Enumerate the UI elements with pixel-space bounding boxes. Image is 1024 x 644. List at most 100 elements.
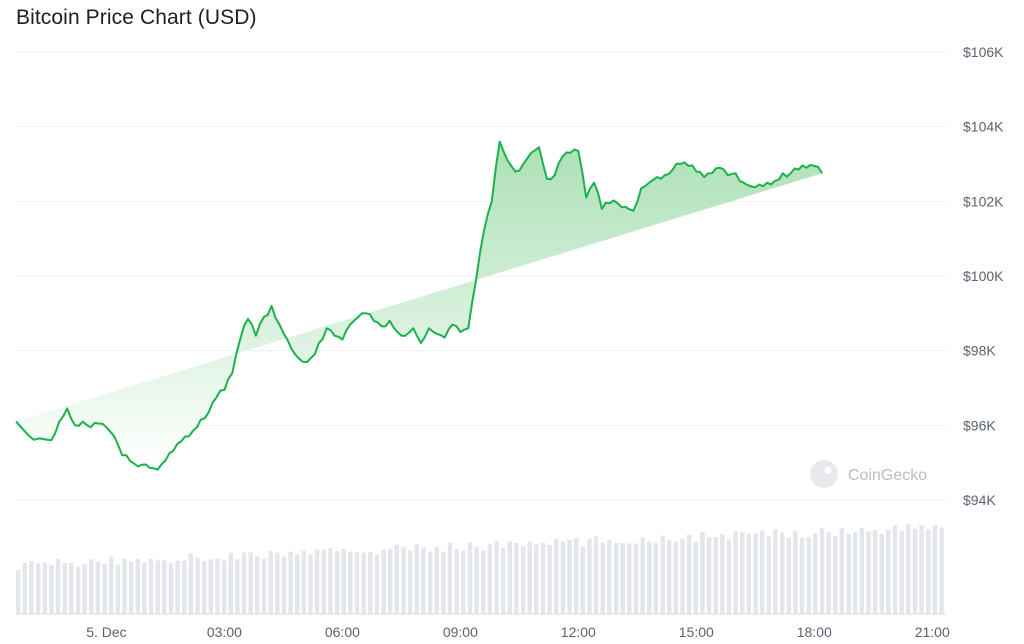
coingecko-watermark: CoinGecko [810, 460, 927, 488]
volume-bar [16, 570, 21, 614]
volume-bar [135, 559, 140, 614]
volume-bar [69, 562, 74, 614]
volume-bar [593, 536, 599, 614]
volume-bar [188, 553, 194, 614]
volume-bar [620, 543, 625, 614]
volume-bar [487, 544, 492, 614]
volume-bar [793, 531, 798, 614]
volume-bar [879, 534, 884, 614]
volume-bar [321, 549, 326, 614]
volume-bar [813, 533, 818, 614]
volume-bar [288, 551, 293, 614]
volume-bar [75, 566, 81, 614]
volume-bar [720, 534, 725, 614]
x-tick-label: 5. Dec [86, 624, 126, 640]
volume-bar [786, 537, 791, 614]
volume-bar [740, 532, 745, 614]
volume-bar [560, 541, 566, 614]
volume-bar [919, 524, 924, 614]
volume-bar [886, 529, 891, 614]
volume-bar [155, 560, 160, 614]
volume-bar [713, 537, 718, 614]
volume-bar [939, 527, 944, 614]
volume-bar [394, 544, 399, 614]
volume-bar [600, 542, 605, 614]
volume-bar [414, 544, 419, 614]
volume-bar [574, 538, 579, 614]
volume-bar [846, 533, 851, 614]
volume-bar [374, 554, 380, 614]
price-line[interactable] [15, 140, 823, 471]
volume-bar [454, 549, 459, 614]
volume-bar [627, 543, 632, 614]
volume-bar [833, 536, 838, 614]
volume-bar [706, 537, 712, 614]
volume-bar [308, 554, 313, 614]
gecko-icon [810, 460, 838, 488]
volume-bar [441, 552, 446, 614]
volume-bar [202, 560, 207, 614]
volume-bar [481, 550, 486, 614]
volume-bar [806, 537, 811, 614]
volume-bar [175, 560, 180, 614]
volume-bar [407, 550, 413, 614]
volume-bar [853, 532, 858, 614]
volume-bar [62, 563, 67, 614]
volume-bar [368, 552, 373, 614]
volume-bar [221, 560, 227, 614]
volume-bars [16, 524, 944, 614]
y-tick-label: $100K [963, 268, 1004, 284]
gecko-eye [824, 466, 832, 474]
volume-bar [235, 559, 240, 614]
volume-bar [461, 550, 466, 614]
volume-bar [95, 561, 101, 614]
volume-bar [295, 554, 300, 614]
volume-bar [733, 531, 738, 614]
volume-bar [892, 525, 898, 614]
volume-bar [142, 562, 147, 614]
volume-bar [55, 559, 61, 614]
y-tick-label: $96K [963, 417, 996, 433]
volume-bar [494, 540, 499, 614]
volume-bar [268, 551, 273, 614]
volume-bar [926, 529, 931, 614]
volume-bar [42, 562, 47, 614]
volume-bar [700, 532, 705, 614]
volume-bar [673, 541, 678, 614]
volume-bar [633, 543, 639, 614]
volume-bar [653, 543, 659, 614]
volume-bar [912, 528, 918, 614]
volume-bar [255, 556, 260, 614]
volume-bar [162, 560, 167, 614]
volume-bar [899, 530, 904, 614]
volume-bar [421, 547, 426, 614]
volume-bar [182, 560, 187, 614]
x-tick-label: 15:00 [679, 624, 714, 640]
volume-bar [401, 547, 406, 614]
volume-bar [580, 546, 585, 614]
volume-bar [773, 529, 778, 614]
volume-bar [115, 564, 120, 614]
volume-bar [261, 558, 267, 614]
volume-bar [82, 564, 87, 614]
volume-bar [520, 546, 526, 614]
volume-bar [507, 541, 512, 614]
volume-bar [613, 543, 619, 614]
volume-bar [334, 550, 340, 614]
x-tick-label: 21:00 [915, 624, 950, 640]
volume-bar [474, 547, 479, 614]
volume-bar [427, 551, 433, 614]
y-tick-label: $94K [963, 492, 996, 508]
volume-bar [760, 530, 765, 614]
volume-bar [381, 549, 386, 614]
watermark-label: CoinGecko [848, 467, 927, 484]
volume-bar [29, 561, 34, 614]
page-title: Bitcoin Price Chart (USD) [16, 6, 257, 29]
volume-bar [839, 528, 845, 614]
volume-bar [388, 548, 393, 614]
y-axis-ticks: $106K $104K $102K $100K $98K $96K $94K [963, 44, 1004, 508]
volume-bar [208, 559, 213, 614]
volume-bar [128, 561, 134, 614]
y-tick-label: $102K [963, 193, 1004, 209]
